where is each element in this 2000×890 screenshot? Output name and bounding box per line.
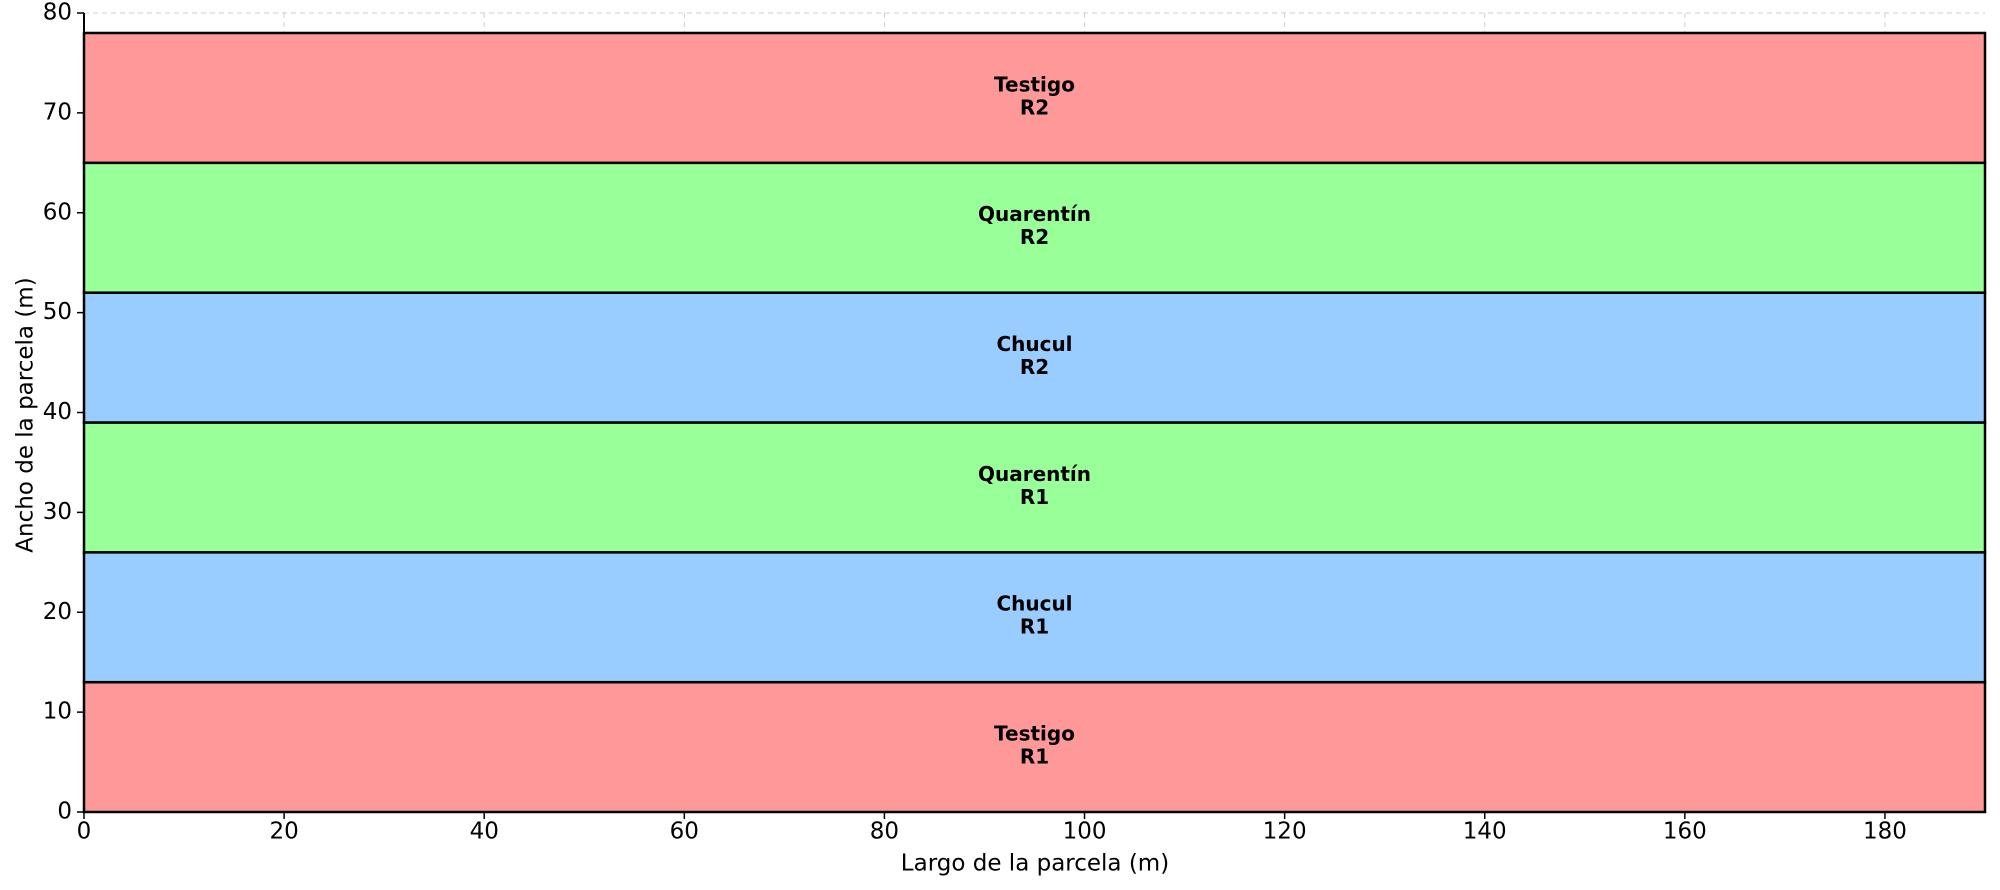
y-tick-label: 0	[57, 799, 72, 825]
plot-rect	[82, 161, 1987, 294]
plot-replicate: R1	[1020, 485, 1049, 509]
x-tick-label: 60	[670, 819, 699, 845]
x-tick-label: 40	[470, 819, 499, 845]
plot-rect	[82, 421, 1987, 554]
x-tick-label: 20	[269, 819, 298, 845]
y-axis-label: Ancho de la parcela (m)	[13, 277, 39, 552]
x-tick-label: 180	[1863, 819, 1907, 845]
plot-replicate: R2	[1020, 95, 1049, 119]
plot-replicate: R1	[1020, 615, 1049, 639]
plot-rect	[82, 291, 1987, 424]
x-tick-label: 120	[1263, 819, 1307, 845]
plot-treatment: Testigo	[994, 722, 1075, 746]
plot-treatment: Quarentín	[978, 202, 1091, 226]
y-tick-label: 80	[43, 0, 72, 26]
x-tick-label: 140	[1463, 819, 1507, 845]
plot-treatment: Quarentín	[978, 462, 1091, 486]
plot-treatment: Testigo	[994, 72, 1075, 96]
plot-replicate: R2	[1020, 225, 1049, 249]
plot-replicate: R2	[1020, 355, 1049, 379]
y-tick-label: 30	[43, 499, 72, 525]
y-tick-label: 10	[43, 699, 72, 725]
x-tick-label: 80	[870, 819, 899, 845]
y-tick-label: 40	[43, 399, 72, 425]
x-axis-label: Largo de la parcela (m)	[901, 851, 1169, 877]
y-tick-label: 70	[43, 99, 72, 125]
y-tick-label: 20	[43, 599, 72, 625]
plot-treatment: Chucul	[996, 332, 1072, 356]
x-tick-label: 0	[77, 819, 92, 845]
y-tick-label: 60	[43, 199, 72, 225]
y-tick-label: 50	[43, 299, 72, 325]
plot-rect	[82, 31, 1987, 165]
plot-rect	[82, 680, 1987, 814]
plot-replicate: R1	[1020, 745, 1049, 769]
x-tick-label: 100	[1063, 819, 1107, 845]
plot-treatment: Chucul	[996, 592, 1072, 616]
x-tick-label: 160	[1663, 819, 1707, 845]
